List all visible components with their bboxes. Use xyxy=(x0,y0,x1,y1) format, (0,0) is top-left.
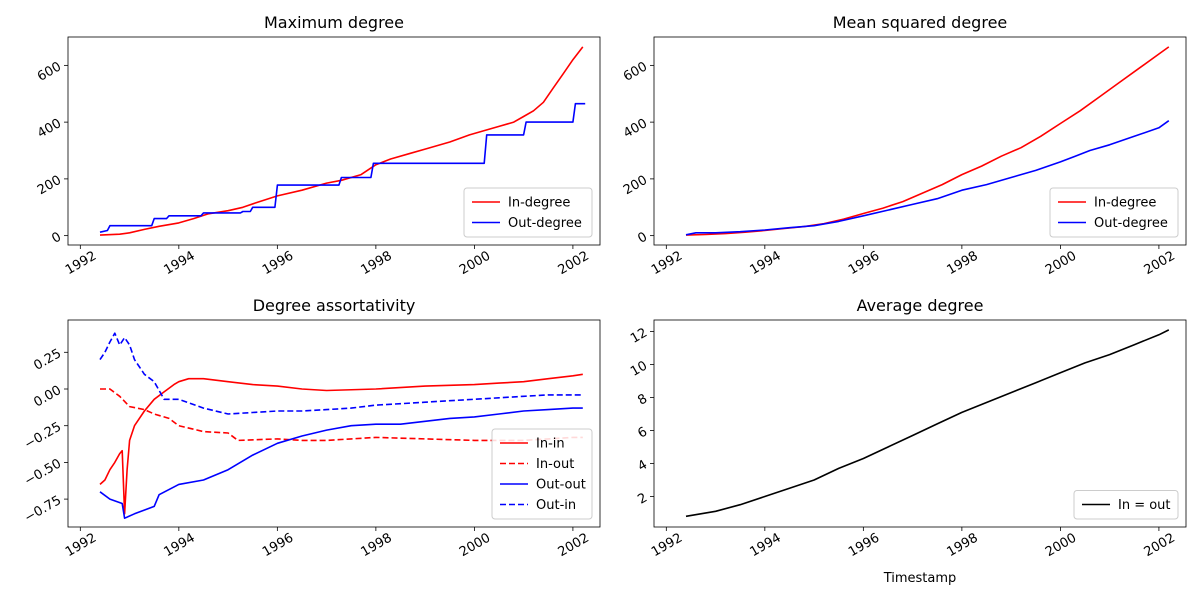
subplot-title: Average degree xyxy=(857,296,984,315)
x-tick-label: 2002 xyxy=(556,531,592,561)
y-tick-label: 0 xyxy=(635,230,650,247)
legend-label: In-in xyxy=(536,437,565,452)
y-tick-label: 0.25 xyxy=(31,346,64,373)
x-tick-label: 1994 xyxy=(748,531,784,561)
x-tick-label: 1998 xyxy=(359,531,395,561)
legend-label: Out-in xyxy=(536,498,576,513)
series-line-in-in xyxy=(99,373,583,515)
x-tick-label: 1998 xyxy=(945,249,981,279)
y-tick-label: 400 xyxy=(35,116,64,141)
legend: In = out xyxy=(1073,490,1179,520)
x-tick-label: 2000 xyxy=(457,249,493,279)
y-tick-label: 200 xyxy=(621,173,650,198)
series-line-in-out xyxy=(100,388,583,442)
subplot-4: Average degree 1992 1994 1996 1998 2000 2002 2 4… xyxy=(628,296,1187,586)
legend: In-degree Out-degree xyxy=(1049,187,1179,238)
legend-label: In-out xyxy=(536,457,574,472)
x-tick-label: 1992 xyxy=(63,531,99,561)
y-tick-label: 2 xyxy=(635,490,650,507)
y-tick-label: 10 xyxy=(628,358,650,379)
legend-label: In-degree xyxy=(508,196,570,211)
y-tick-label: 0.00 xyxy=(31,383,64,410)
x-tick-label: 2002 xyxy=(556,249,592,279)
series-group xyxy=(685,329,1170,518)
legend-label: In = out xyxy=(1118,498,1171,513)
legend: In-degree Out-degree xyxy=(463,187,593,238)
x-tick-label: 1996 xyxy=(260,531,296,561)
subplot-title: Maximum degree xyxy=(264,13,404,32)
legend-box xyxy=(491,428,593,520)
x-tick-label: 1996 xyxy=(846,249,882,279)
axes-frame xyxy=(67,36,601,246)
y-tick-label: 6 xyxy=(635,424,650,441)
x-tick-label: 1992 xyxy=(649,531,685,561)
y-tick-label: 8 xyxy=(635,391,650,408)
y-tick-label: 200 xyxy=(35,173,64,198)
series-line-out-degree xyxy=(685,120,1170,236)
y-tick-label: 400 xyxy=(621,116,650,141)
y-tick-label: 600 xyxy=(35,59,64,84)
legend-label: Out-degree xyxy=(1094,216,1168,231)
y-tick-label: 4 xyxy=(635,457,650,474)
x-tick-label: 1998 xyxy=(359,249,395,279)
series-group xyxy=(99,46,586,236)
x-tick-label: 1998 xyxy=(945,531,981,561)
x-tick-label: 1994 xyxy=(162,531,198,561)
legend-label: Out-out xyxy=(536,478,586,493)
y-tick-label: 0 xyxy=(49,230,64,247)
axes-frame xyxy=(653,319,1187,528)
series-line-in-out xyxy=(685,329,1170,518)
legend-label: Out-degree xyxy=(508,216,582,231)
legend-box xyxy=(463,187,593,238)
x-tick-label: 2000 xyxy=(1043,531,1079,561)
x-tick-label: 1992 xyxy=(63,249,99,279)
x-tick-label: 2000 xyxy=(457,531,493,561)
x-tick-label: 1994 xyxy=(748,249,784,279)
x-tick-label: 1994 xyxy=(162,249,198,279)
x-tick-label: 2000 xyxy=(1043,249,1079,279)
x-tick-label: 1992 xyxy=(649,249,685,279)
x-tick-label: 1996 xyxy=(260,249,296,279)
legend: In-in In-out Out-out Out-in xyxy=(491,428,593,520)
legend-label: In-degree xyxy=(1094,196,1156,211)
axes-frame xyxy=(653,36,1187,246)
series-group xyxy=(99,332,583,519)
y-tick-label: −0.50 xyxy=(22,456,64,489)
subplot-title: Mean squared degree xyxy=(833,13,1008,32)
x-tick-label: 2002 xyxy=(1142,531,1178,561)
series-group xyxy=(685,46,1170,236)
axes-frame xyxy=(67,319,601,528)
series-line-out-in xyxy=(99,332,583,415)
series-line-in-degree xyxy=(99,46,584,236)
y-tick-label: −0.75 xyxy=(22,493,64,526)
x-tick-label: 2002 xyxy=(1142,249,1178,279)
subplot-3: Degree assortativity 1992 1994 1996 1998 2000… xyxy=(22,296,601,561)
series-line-out-out xyxy=(99,407,583,519)
y-tick-label: 12 xyxy=(628,325,650,346)
legend-box xyxy=(1049,187,1179,238)
series-line-out-degree xyxy=(99,102,586,233)
x-axis-label: Timestamp xyxy=(883,571,957,586)
x-tick-label: 1996 xyxy=(846,531,882,561)
subplot-1: Maximum degree 1992 1994 1996 1998 2000 2002 0 2… xyxy=(35,13,601,279)
legend-box xyxy=(1073,490,1179,520)
y-tick-label: −0.25 xyxy=(22,420,64,453)
y-tick-label: 600 xyxy=(621,59,650,84)
subplot-title: Degree assortativity xyxy=(253,296,416,315)
